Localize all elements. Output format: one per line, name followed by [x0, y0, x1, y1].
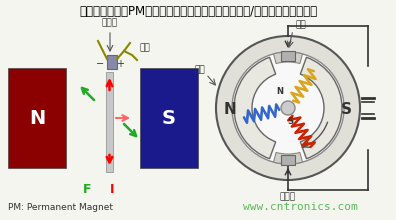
- Bar: [8, 68, 66, 168]
- Text: 电刷: 电刷: [296, 20, 307, 29]
- Bar: [281, 51, 295, 61]
- Circle shape: [281, 101, 295, 115]
- Text: 电刷: 电刷: [140, 44, 151, 53]
- Bar: [107, 55, 117, 69]
- Bar: [106, 72, 113, 172]
- Text: +: +: [116, 59, 124, 69]
- Text: 利用永久磁铁（PM）和电磁铁（线圈）之间的吸引力/排斥力来工作的电机: 利用永久磁铁（PM）和电磁铁（线圈）之间的吸引力/排斥力来工作的电机: [79, 5, 317, 18]
- Wedge shape: [274, 152, 303, 164]
- Text: N: N: [224, 103, 236, 117]
- Text: I: I: [110, 183, 114, 196]
- Text: 整流器: 整流器: [280, 192, 296, 201]
- Text: 整流器: 整流器: [102, 18, 118, 27]
- Text: PM: Permanent Magnet: PM: Permanent Magnet: [8, 203, 113, 212]
- Circle shape: [216, 36, 360, 180]
- Circle shape: [232, 52, 344, 164]
- Text: S: S: [162, 108, 176, 128]
- Text: F: F: [83, 183, 91, 196]
- Text: N: N: [276, 88, 284, 97]
- Wedge shape: [234, 57, 276, 159]
- Text: www.cntronics.com: www.cntronics.com: [243, 202, 357, 212]
- Text: −: −: [96, 59, 104, 69]
- Bar: [140, 68, 198, 168]
- Text: N: N: [29, 108, 45, 128]
- Wedge shape: [300, 57, 342, 159]
- Bar: [281, 155, 295, 165]
- Wedge shape: [274, 52, 303, 64]
- Text: S: S: [287, 117, 293, 126]
- Text: 磁铁: 磁铁: [194, 66, 206, 75]
- Text: S: S: [341, 103, 352, 117]
